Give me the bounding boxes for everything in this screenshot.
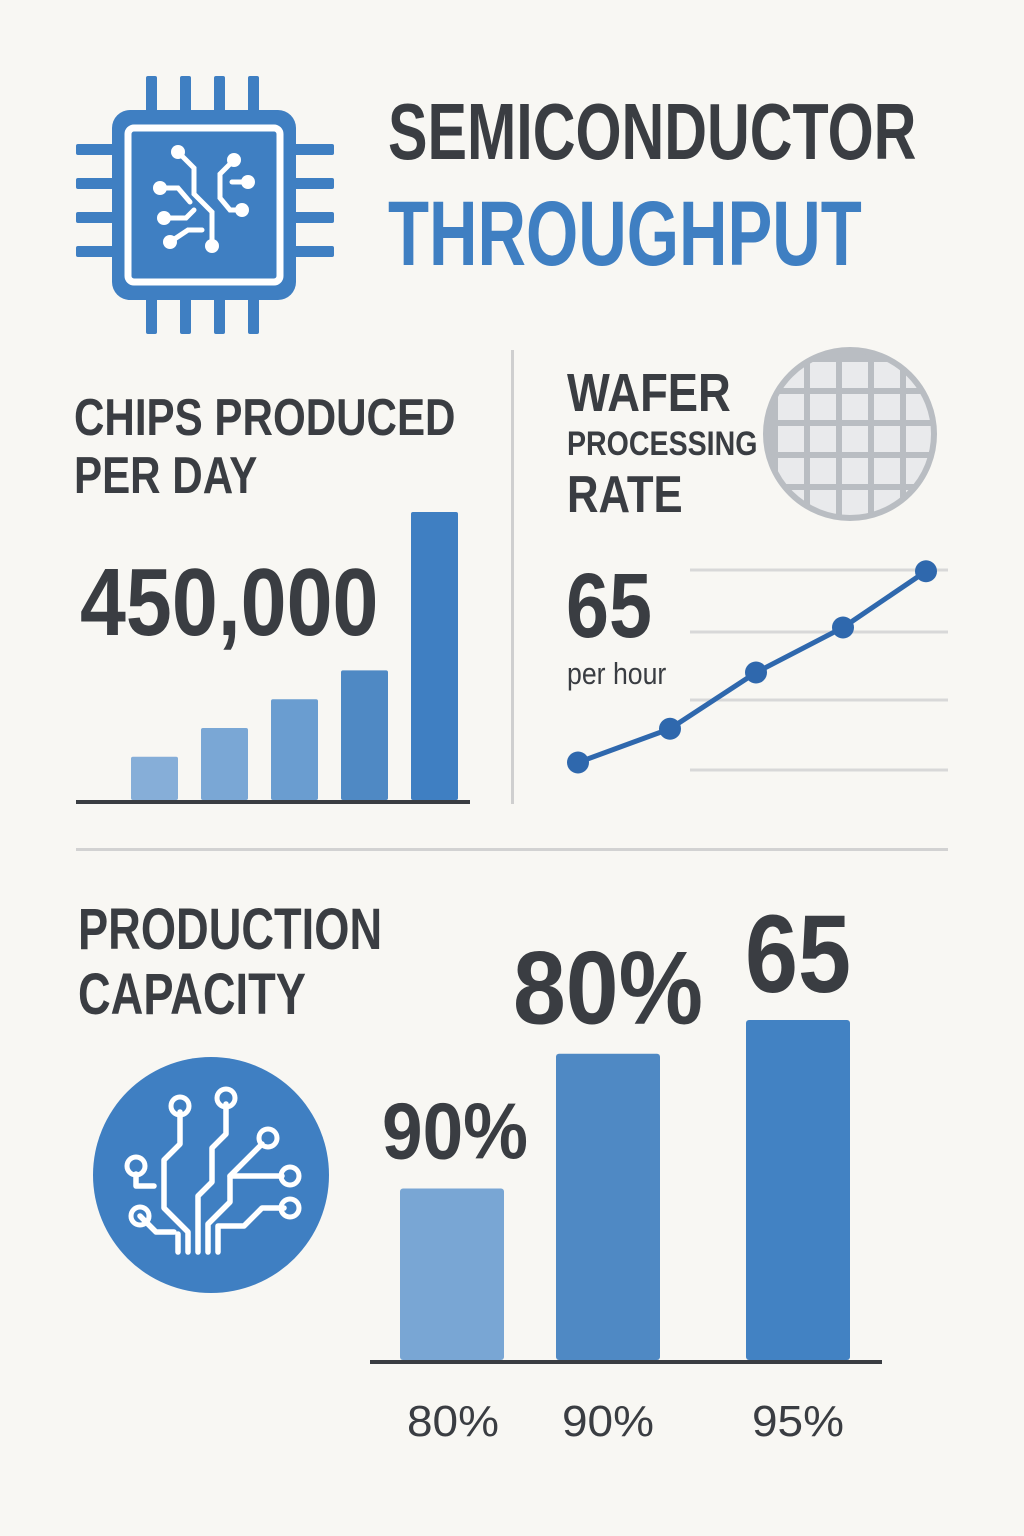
capacity-data-label-3: 65 [745,893,851,1016]
title-line-2: THROUGHPUT [388,183,862,285]
capacity-data-label-2: 80% [513,931,703,1047]
capacity-heading-line-1: PRODUCTION [78,897,383,962]
capacity-category-label-3: 95% [752,1397,844,1446]
capacity-bar-2 [556,1053,660,1360]
wafer-point-1 [567,751,589,774]
wafer-value: 65 [566,555,652,657]
wafer-heading: WAFER PROCESSING RATE [567,364,757,524]
circuit-tree-icon [93,1057,329,1293]
capacity-bar-1 [400,1188,504,1360]
chips-bar-4 [341,670,388,800]
wafer-point-4 [832,616,854,639]
chips-bar-chart [76,512,470,804]
chips-bar-2 [201,728,248,800]
capacity-heading: PRODUCTION CAPACITY [78,897,383,1028]
vertical-divider [511,350,514,804]
capacity-baseline [370,1360,882,1364]
horizontal-divider [76,848,948,851]
chips-bar-1 [131,756,178,800]
chips-baseline [76,800,470,804]
chips-heading-line-2: PER DAY [74,447,258,506]
capacity-heading-line-2: CAPACITY [78,961,306,1027]
capacity-category-label-2: 90% [562,1397,654,1446]
capacity-data-label-1: 90% [382,1086,528,1175]
chips-bar-5 [411,512,458,800]
chips-heading-line-1: CHIPS PRODUCED [74,389,456,447]
chips-heading: CHIPS PRODUCED PER DAY [74,389,455,505]
capacity-bar-chart: 90% 80% 80% 90% 65 95% [370,893,882,1446]
capacity-bar-3 [746,1020,850,1360]
chips-value: 450,000 [80,549,379,656]
wafer-line-chart [567,560,948,774]
wafer-heading-line-3: RATE [567,466,683,524]
wafer-heading-line-1: WAFER [567,363,731,423]
wafer-heading-line-2: PROCESSING [567,425,758,463]
microchip-icon [76,76,334,334]
wafer-point-3 [745,661,767,684]
wafer-point-5 [915,560,937,583]
capacity-category-label-1: 80% [407,1397,499,1446]
chips-bar-3 [271,699,318,800]
title-line-1: SEMICONDUCTOR [388,87,917,176]
wafer-point-2 [659,717,681,740]
wafer-icon [763,347,937,521]
wafer-unit: per hour [567,656,667,691]
